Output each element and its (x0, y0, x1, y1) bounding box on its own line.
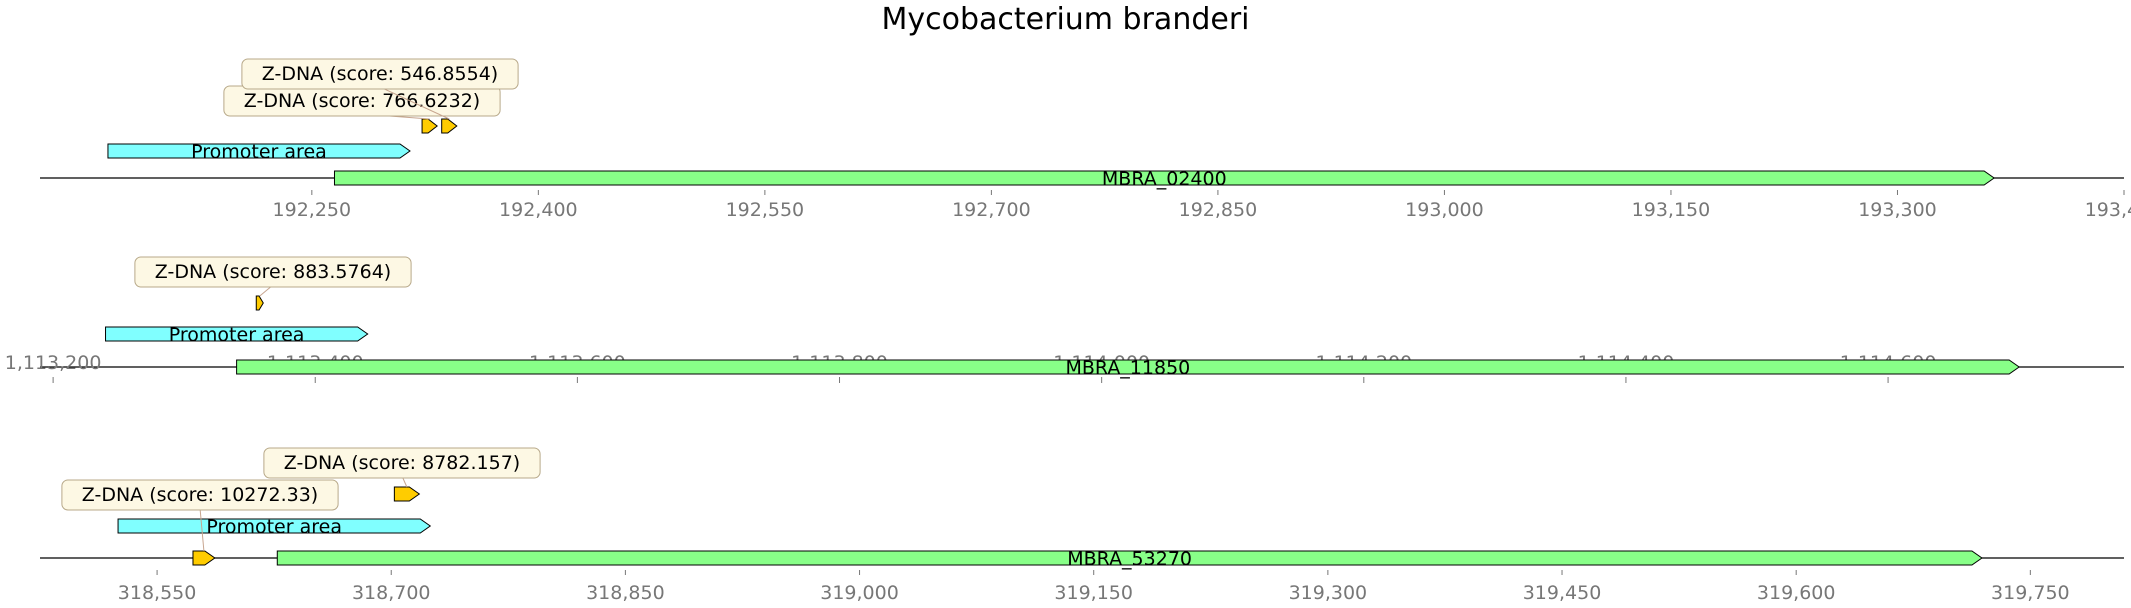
promoter-label: Promoter area (169, 324, 305, 346)
axis-tick-label: 319,750 (1991, 582, 2070, 604)
axis-tick-label: 193,300 (1858, 199, 1937, 221)
zdna-label: Z-DNA (score: 766.6232) (244, 90, 480, 112)
axis-tick-label: 319,450 (1523, 582, 1602, 604)
zdna-arrow (421, 118, 438, 134)
zdna-arrow (441, 118, 458, 134)
axis-tick-label: 192,400 (499, 199, 578, 221)
axis-tick-label: 193,000 (1405, 199, 1484, 221)
promoter-arrow (117, 518, 432, 534)
axis-tick-label: 192,850 (1179, 199, 1258, 221)
axis-tick-label: 318,550 (118, 582, 197, 604)
gene-label: MBRA_02400 (1102, 168, 1227, 190)
axis-tick-label: 319,600 (1757, 582, 1836, 604)
promoter-label: Promoter area (191, 141, 327, 163)
axis-tick-label: 193,450 (2085, 199, 2131, 221)
axis-tick-label: 318,700 (352, 582, 431, 604)
axis-tick-label: 318,850 (586, 582, 665, 604)
axis-tick-label: 192,700 (952, 199, 1031, 221)
gene-arrow (236, 359, 2021, 375)
zdna-label-box (241, 58, 519, 90)
promoter-arrow (107, 143, 411, 159)
promoter-label: Promoter area (206, 516, 342, 538)
promoter-arrow (105, 326, 369, 342)
axis-tick-label: 192,250 (273, 199, 352, 221)
zdna-label: Z-DNA (score: 10272.33) (82, 484, 318, 506)
gene-arrow (333, 170, 1996, 186)
zdna-label: Z-DNA (score: 546.8554) (262, 63, 498, 85)
zdna-arrow (393, 486, 421, 502)
zdna-label-box (61, 479, 339, 511)
zdna-label: Z-DNA (score: 8782.157) (284, 452, 520, 474)
gene-label: MBRA_11850 (1065, 357, 1190, 379)
gene-label: MBRA_53270 (1067, 548, 1192, 570)
zdna-label: Z-DNA (score: 883.5764) (155, 261, 391, 283)
figure-title: Mycobacterium branderi (881, 2, 1250, 37)
zdna-leader (379, 86, 450, 120)
axis-tick-label: 319,300 (1289, 582, 1368, 604)
axis-tick-label: 319,150 (1054, 582, 1133, 604)
axis-tick-label: 192,550 (726, 199, 805, 221)
zdna-label-box (134, 256, 412, 288)
zdna-arrow (255, 295, 264, 311)
axis-tick-label: 1,113,200 (5, 352, 102, 374)
zdna-leader (199, 507, 205, 552)
gene-arrow (276, 550, 1983, 566)
axis-tick-label: 193,150 (1632, 199, 1711, 221)
zdna-label-box (263, 447, 541, 479)
axis-tick-label: 319,000 (820, 582, 899, 604)
zdna-arrow (192, 550, 216, 566)
